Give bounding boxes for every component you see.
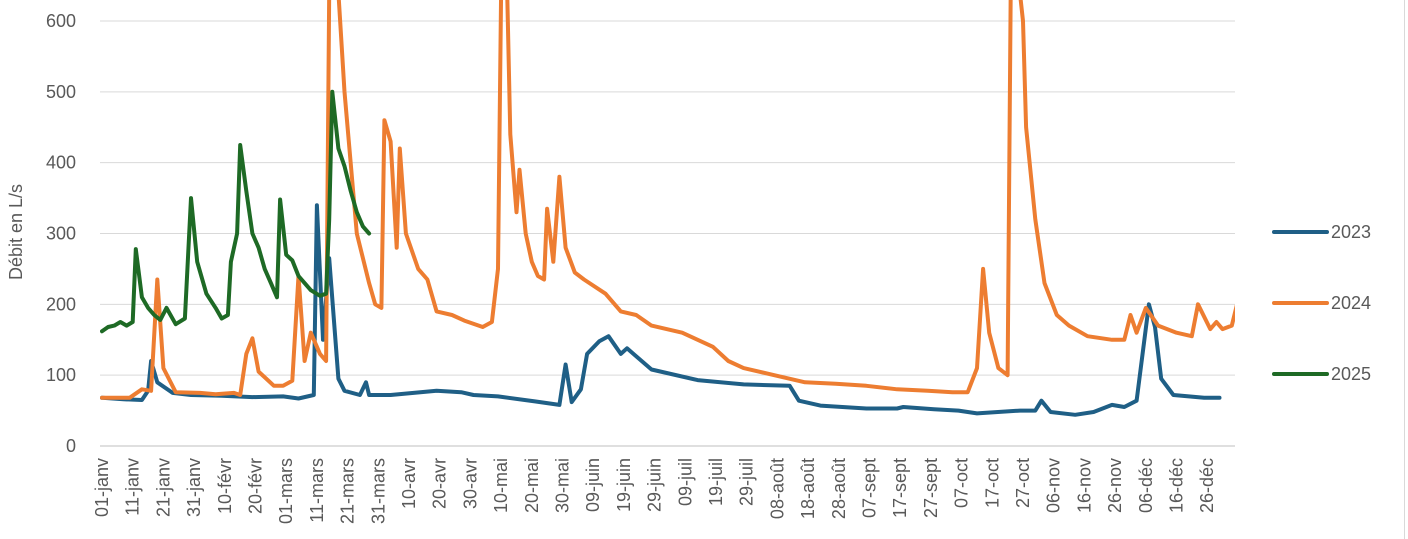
x-tick-label: 10-mai	[491, 458, 511, 513]
x-tick-label: 26-déc	[1197, 458, 1217, 513]
series-line-2023	[100, 203, 1222, 417]
x-tick-label: 06-déc	[1136, 458, 1156, 513]
x-tick-label: 10-févr	[215, 458, 235, 514]
y-axis-title: Débit en L/s	[6, 184, 26, 280]
x-tick-label: 17-oct	[982, 458, 1002, 508]
x-tick-label: 29-juin	[645, 458, 665, 512]
y-tick-label: 400	[46, 153, 76, 173]
x-tick-label: 18-août	[798, 458, 818, 519]
x-tick-label: 30-mai	[553, 458, 573, 513]
x-tick-label: 06-nov	[1044, 458, 1064, 513]
x-tick-label: 16-nov	[1074, 458, 1094, 513]
x-tick-label: 07-sept	[860, 458, 880, 518]
x-tick-label: 31-mars	[368, 458, 388, 524]
x-tick-label: 07-oct	[952, 458, 972, 508]
x-tick-label: 10-avr	[399, 458, 419, 509]
x-tick-label: 01-janv	[92, 458, 112, 517]
legend: 2023 2024 2025	[1272, 222, 1371, 384]
y-axis-tick-labels: 0 100 200 300 400 500 600	[46, 11, 76, 456]
x-tick-label: 27-sept	[921, 458, 941, 518]
legend-label-2023: 2023	[1331, 222, 1371, 242]
series-line-2025	[100, 89, 372, 334]
x-tick-label: 31-janv	[184, 458, 204, 517]
x-tick-label: 30-avr	[460, 458, 480, 509]
x-tick-label: 29-juil	[737, 458, 757, 506]
x-tick-label: 17-sept	[890, 458, 910, 518]
x-tick-label: 26-nov	[1105, 458, 1125, 513]
x-tick-label: 20-avr	[430, 458, 450, 509]
right-border	[1404, 0, 1405, 539]
x-tick-label: 27-oct	[1013, 458, 1033, 508]
legend-label-2024: 2024	[1331, 293, 1371, 313]
y-tick-label: 600	[46, 11, 76, 31]
x-tick-label: 11-mars	[307, 458, 327, 523]
y-tick-label: 300	[46, 224, 76, 244]
x-tick-label: 21-janv	[153, 458, 173, 517]
gridlines	[100, 20, 1235, 447]
x-tick-label: 09-juil	[675, 458, 695, 506]
series-lines	[100, 0, 1235, 417]
x-tick-label: 11-janv	[123, 458, 143, 516]
x-tick-label: 21-mars	[338, 458, 358, 524]
x-axis-tick-labels: 01-janv 11-janv 21-janv 31-janv 10-févr 20-fé…	[92, 458, 1217, 524]
y-tick-label: 500	[46, 82, 76, 102]
x-tick-label: 01-mars	[276, 458, 296, 524]
y-tick-label: 200	[46, 294, 76, 314]
legend-label-2025: 2025	[1331, 364, 1371, 384]
series-line-2024	[100, 0, 1235, 400]
x-tick-label: 20-févr	[246, 458, 266, 514]
y-tick-label: 100	[46, 365, 76, 385]
x-tick-label: 28-août	[829, 458, 849, 519]
x-tick-label: 09-juin	[583, 458, 603, 512]
x-tick-label: 20-mai	[522, 458, 542, 513]
x-tick-label: 19-juin	[614, 458, 634, 512]
x-tick-label: 08-août	[767, 458, 787, 519]
y-tick-label: 0	[66, 436, 76, 456]
x-tick-label: 19-juil	[706, 458, 726, 506]
x-tick-label: 16-déc	[1167, 458, 1187, 513]
